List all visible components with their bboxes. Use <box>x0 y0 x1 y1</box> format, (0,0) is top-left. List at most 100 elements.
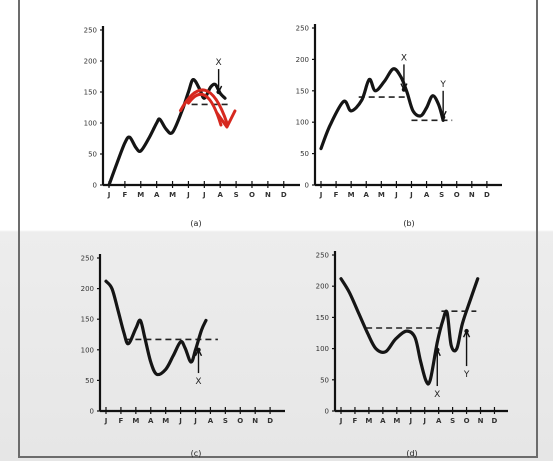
x-tick-label: A <box>364 191 370 199</box>
x-tick-label: S <box>223 417 228 425</box>
x-tick-label: J <box>394 191 398 199</box>
x-tick-label: J <box>408 417 412 425</box>
x-tick-label: M <box>365 417 372 425</box>
y-tick-label: 250 <box>296 25 309 33</box>
x-tick-label: F <box>353 417 358 425</box>
marker-label: Y <box>463 370 470 380</box>
x-tick-label: M <box>348 191 355 199</box>
panel-a: 0 50 100 150 200 250 J F M A M J J A S O N D X (a) <box>84 26 300 228</box>
marker-dot <box>401 87 407 92</box>
series-line <box>339 277 480 386</box>
x-tick-label: J <box>178 417 182 425</box>
y-tick-label: 0 <box>90 408 94 416</box>
marker-label: X <box>195 377 201 387</box>
marker-dot <box>216 89 221 95</box>
x-tick-label: J <box>107 191 111 199</box>
marker-label: X <box>401 53 407 63</box>
y-tick-label: 150 <box>84 89 97 97</box>
y-tick-label: 200 <box>81 285 94 293</box>
x-tick-label: D <box>484 191 490 199</box>
marker-label: Y <box>439 80 446 90</box>
x-tick-label: O <box>237 417 243 425</box>
x-tick-label: O <box>454 191 460 199</box>
red-annotation-arrowhead <box>215 109 237 129</box>
x-tick-label: N <box>265 191 271 199</box>
y-tick-label: 50 <box>320 376 329 384</box>
y-tick-label: 200 <box>84 58 97 66</box>
series-line <box>104 279 208 377</box>
x-tick-label: J <box>186 191 190 199</box>
x-tick-label: N <box>469 191 475 199</box>
series-line <box>107 78 227 187</box>
panel-label: (b) <box>403 219 414 228</box>
figure-frame <box>18 0 538 458</box>
y-tick-label: 150 <box>316 314 329 322</box>
x-tick-label: F <box>119 417 124 425</box>
x-tick-label: O <box>249 191 255 199</box>
y-tick-label: 200 <box>296 56 309 64</box>
y-tick-label: 150 <box>81 316 94 324</box>
x-tick-label: S <box>439 191 444 199</box>
x-tick-label: M <box>137 191 144 199</box>
y-tick-label: 100 <box>316 345 329 353</box>
x-tick-label: J <box>319 191 323 199</box>
x-tick-label: A <box>436 417 442 425</box>
series-line <box>319 67 445 151</box>
y-tick-label: 50 <box>300 150 309 158</box>
x-tick-label: M <box>132 417 139 425</box>
x-tick-label: M <box>393 417 400 425</box>
x-tick-label: J <box>104 417 108 425</box>
x-tick-label: J <box>202 191 206 199</box>
x-tick-label: F <box>334 191 339 199</box>
panel-label: (d) <box>406 449 417 458</box>
x-tick-label: O <box>464 417 470 425</box>
x-tick-label: D <box>281 191 287 199</box>
y-tick-label: 250 <box>316 252 329 260</box>
x-tick-label: A <box>208 417 214 425</box>
y-tick-label: 0 <box>305 182 309 190</box>
x-tick-label: A <box>380 417 386 425</box>
marker-label: X <box>434 390 440 400</box>
marker-dot <box>435 347 440 353</box>
y-tick-label: 100 <box>81 346 94 354</box>
x-tick-label: M <box>162 417 169 425</box>
x-tick-label: D <box>267 417 273 425</box>
marker-dot <box>464 328 469 334</box>
x-tick-label: A <box>154 191 160 199</box>
red-annotation-arc <box>178 88 229 125</box>
marker-dot <box>440 114 446 120</box>
x-tick-label: N <box>252 417 258 425</box>
x-tick-label: D <box>492 417 498 425</box>
x-tick-label: A <box>148 417 154 425</box>
y-tick-label: 0 <box>93 182 97 190</box>
y-tick-label: 50 <box>88 151 97 159</box>
x-tick-label: A <box>424 191 430 199</box>
x-tick-label: M <box>378 191 385 199</box>
x-tick-label: J <box>422 417 426 425</box>
y-tick-label: 200 <box>316 283 329 291</box>
y-tick-label: 250 <box>81 255 94 263</box>
y-tick-label: 250 <box>84 27 97 35</box>
marker-dot <box>196 347 201 352</box>
y-tick-label: 50 <box>85 377 94 385</box>
x-tick-label: M <box>169 191 176 199</box>
y-tick-label: 150 <box>296 87 309 95</box>
x-tick-label: J <box>339 417 343 425</box>
marker-label: X <box>216 58 222 68</box>
x-tick-label: N <box>478 417 484 425</box>
x-tick-label: J <box>409 191 413 199</box>
x-tick-label: F <box>122 191 127 199</box>
y-tick-label: 100 <box>84 120 97 128</box>
panel-label: (c) <box>191 449 202 458</box>
panel-label: (a) <box>190 219 201 228</box>
x-tick-label: J <box>193 417 197 425</box>
y-tick-label: 0 <box>325 408 329 416</box>
y-tick-label: 100 <box>296 119 309 127</box>
x-tick-label: S <box>450 417 455 425</box>
x-tick-label: A <box>217 191 223 199</box>
